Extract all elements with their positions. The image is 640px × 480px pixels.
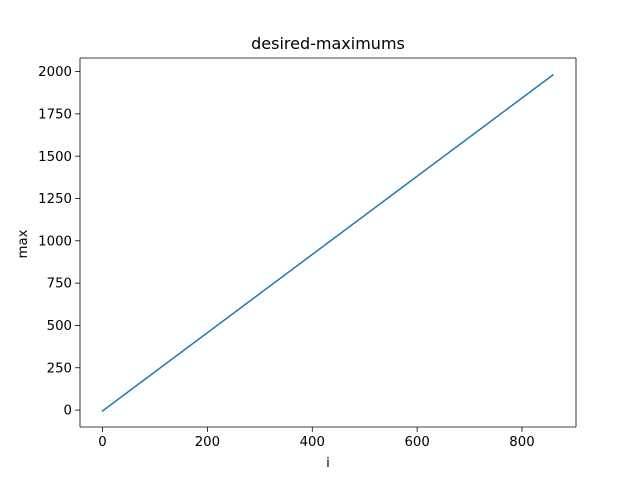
series-layer (101, 73, 554, 412)
y-tick-label: 500 (47, 319, 72, 334)
x-axis-label: i (326, 456, 330, 471)
x-axis: 0 200 400 600 800 (98, 427, 535, 450)
y-tick-label: 0 (64, 404, 72, 419)
x-tick-label: 400 (300, 435, 325, 450)
y-tick-label: 750 (47, 277, 72, 292)
x-tick-label: 0 (98, 435, 106, 450)
x-tick-label: 600 (404, 435, 429, 450)
x-tick-label: 800 (509, 435, 534, 450)
y-tick-label: 1750 (38, 107, 72, 122)
y-axis: 0 250 500 750 1000 1250 1500 1750 2000 (38, 65, 80, 419)
y-tick-label: 1250 (38, 192, 72, 207)
x-tick-label: 200 (195, 435, 220, 450)
y-tick-label: 1500 (38, 150, 72, 165)
y-tick-label: 2000 (38, 65, 72, 80)
series-line-0 (101, 73, 554, 412)
chart-title: desired-maximums (251, 34, 405, 53)
y-axis-label: max (16, 229, 31, 258)
y-tick-label: 1000 (38, 234, 72, 249)
y-tick-label: 250 (47, 361, 72, 376)
